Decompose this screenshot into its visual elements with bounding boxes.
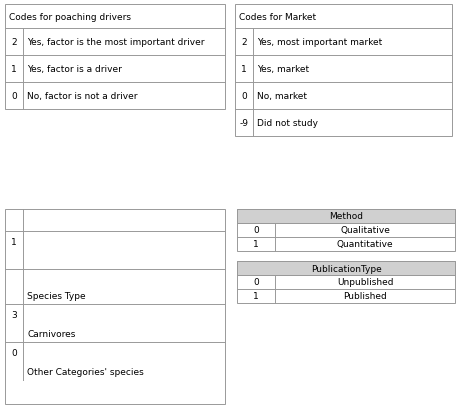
Text: Yes, market: Yes, market	[257, 65, 309, 74]
Text: Codes for Market: Codes for Market	[239, 12, 316, 21]
Text: Method: Method	[329, 212, 363, 221]
Text: 1: 1	[11, 237, 17, 246]
Text: No, factor is not a driver: No, factor is not a driver	[27, 92, 138, 101]
Text: 2: 2	[241, 38, 247, 47]
Text: 0: 0	[241, 92, 247, 101]
Bar	[5, 5, 225, 110]
Text: 1: 1	[11, 65, 17, 74]
Text: 3: 3	[11, 310, 17, 319]
Bar	[5, 209, 225, 404]
Text: Did not study: Did not study	[257, 119, 318, 128]
Text: 1: 1	[253, 240, 259, 249]
Bar	[237, 209, 455, 223]
Bar	[237, 209, 455, 252]
Text: Quantitative: Quantitative	[337, 240, 393, 249]
Bar	[235, 5, 452, 137]
Text: 1: 1	[253, 292, 259, 301]
Text: Yes, factor is the most important driver: Yes, factor is the most important driver	[27, 38, 204, 47]
Text: 2: 2	[11, 38, 17, 47]
Text: Codes for poaching drivers: Codes for poaching drivers	[9, 12, 131, 21]
Text: Yes, most important market: Yes, most important market	[257, 38, 382, 47]
Text: 0: 0	[11, 348, 17, 357]
Text: Published: Published	[343, 292, 387, 301]
Text: 1: 1	[241, 65, 247, 74]
Text: Qualitative: Qualitative	[340, 226, 390, 235]
Text: Yes, factor is a driver: Yes, factor is a driver	[27, 65, 122, 74]
Text: 0: 0	[253, 226, 259, 235]
Text: No, market: No, market	[257, 92, 307, 101]
Text: Other Categories' species: Other Categories' species	[27, 367, 144, 376]
Text: 0: 0	[11, 92, 17, 101]
Text: -9: -9	[239, 119, 249, 128]
Text: Unpublished: Unpublished	[337, 278, 393, 287]
Text: PublicationType: PublicationType	[311, 264, 382, 273]
Text: Species Type: Species Type	[27, 291, 85, 300]
Text: 0: 0	[253, 278, 259, 287]
Text: Carnivores: Carnivores	[27, 329, 75, 338]
Bar	[237, 261, 455, 275]
Bar	[237, 261, 455, 303]
